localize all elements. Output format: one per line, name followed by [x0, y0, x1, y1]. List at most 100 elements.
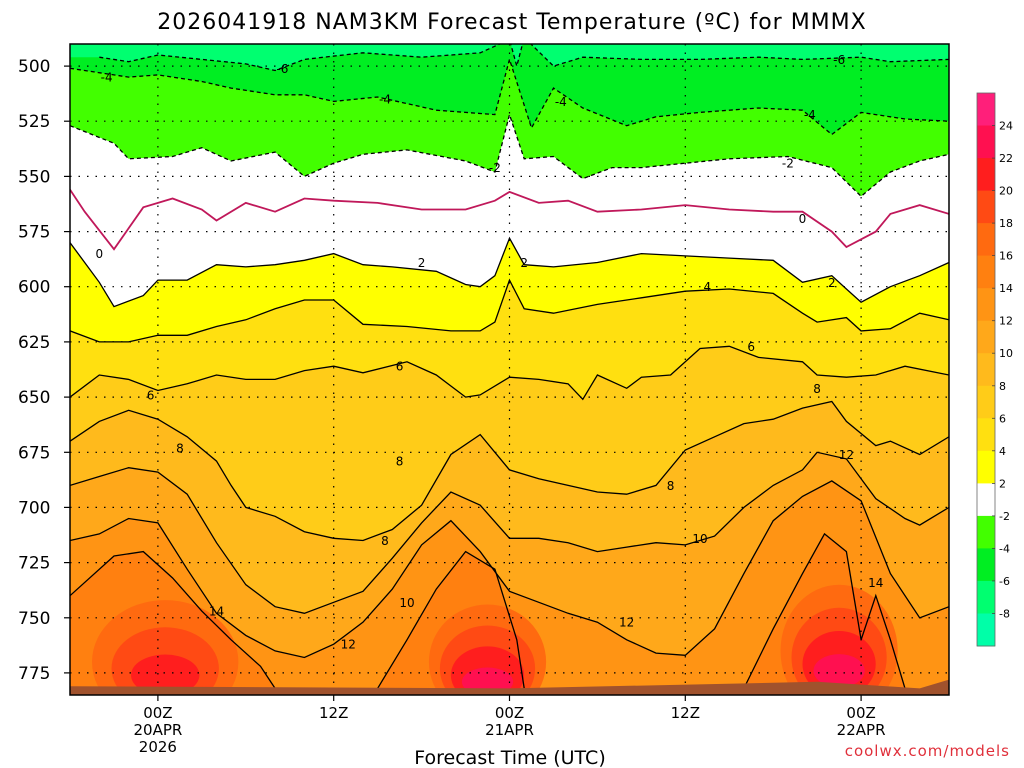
contour-label: 12 [341, 638, 356, 652]
contour-label: 8 [176, 441, 184, 455]
y-tick-label: 775 [18, 664, 50, 684]
x-tick-label: 00Z [495, 704, 524, 722]
contour-label: -4 [379, 93, 391, 107]
contour-label: 2 [418, 256, 426, 270]
x-tick-label: 20APR [133, 721, 182, 739]
colorbar-label: 22 [999, 152, 1013, 165]
contour-label: -2 [489, 161, 501, 175]
y-tick-label: 625 [18, 333, 50, 353]
colorbar-swatch [977, 385, 995, 419]
contour-label: 2 [520, 256, 528, 270]
contour-label: 8 [396, 455, 404, 469]
y-tick-label: 700 [18, 498, 50, 518]
contour-lines [70, 44, 949, 689]
colorbar-legend: 24 22 20 18 16 14 12 10 8 6 4 2 -2 -4 -6 -8 [976, 92, 1013, 647]
x-axis-title: Forecast Time (UTC) [414, 747, 605, 768]
contour-label: -4 [101, 71, 113, 85]
contour-label: -4 [555, 95, 567, 109]
y-axis-pressure: 500 525 550 575 600 625 650 675 700 725 750 775 [18, 57, 70, 684]
y-tick-label: 725 [18, 554, 50, 574]
warm-core-fill-22 [813, 654, 865, 688]
x-tick-label: 21APR [485, 721, 534, 739]
contour-line-12 [70, 480, 949, 659]
contour-label: -6 [276, 62, 288, 76]
colorbar-label: 8 [999, 380, 1006, 393]
contour-line-14 [743, 532, 906, 689]
colorbar-frame [976, 92, 996, 647]
x-tick-label: 12Z [671, 704, 700, 722]
colorbar-swatch [977, 288, 995, 322]
x-tick-label: 00Z [846, 704, 875, 722]
colorbar-swatch [977, 158, 995, 192]
contour-line--6 [99, 44, 949, 72]
contour-line-10 [70, 451, 949, 614]
surface-ground [70, 679, 949, 695]
contour-label: 6 [747, 340, 755, 354]
colorbar-swatch [977, 255, 995, 289]
contour-line-14 [70, 550, 276, 689]
colorbar-swatch [977, 515, 995, 549]
colorbar-swatch [977, 93, 995, 126]
colorbar-swatch [977, 613, 995, 647]
colorbar-label: -4 [999, 542, 1010, 555]
contour-label: 10 [399, 596, 414, 610]
contour-line-2 [70, 236, 949, 308]
y-tick-label: 500 [18, 57, 50, 77]
colorbar-label: 18 [999, 217, 1013, 230]
colorbar-label: 12 [999, 315, 1013, 328]
colorbar-label: 6 [999, 412, 1006, 425]
colorbar-label: 16 [999, 250, 1013, 263]
temperature-fill-field [70, 44, 949, 695]
colorbar-swatch [977, 418, 995, 452]
colorbar-swatch [977, 353, 995, 387]
contour-label: 8 [667, 479, 675, 493]
colorbar-label: 20 [999, 185, 1013, 198]
x-tick-label: 22APR [837, 721, 886, 739]
colorbar-swatch [977, 450, 995, 484]
contour-label: 0 [95, 247, 103, 261]
colorbar-label: -8 [999, 608, 1010, 621]
contour-label: 10 [692, 532, 707, 546]
colorbar-label: 4 [999, 445, 1006, 458]
warm-core-fill-22 [461, 667, 514, 695]
contour-label: 14 [209, 605, 224, 619]
y-tick-label: 525 [18, 112, 50, 132]
colorbar-swatch [977, 580, 995, 614]
surface-ground-fill [70, 679, 949, 695]
colorbar-label: -6 [999, 575, 1010, 588]
contour-label: 4 [703, 280, 711, 294]
contour-label: 8 [813, 382, 821, 396]
colorbar-label: 24 [999, 120, 1013, 133]
colorbar-label: -2 [999, 510, 1010, 523]
contour-label: 12 [619, 616, 634, 630]
contour-label: 6 [147, 388, 155, 402]
y-tick-label: 675 [18, 443, 50, 463]
y-tick-label: 575 [18, 223, 50, 243]
x-tick-label: 2026 [139, 738, 177, 756]
contour-line-8 [70, 400, 949, 542]
contour-line-4 [70, 278, 949, 343]
colorbar-label: 2 [999, 477, 1006, 490]
contour-label: -6 [833, 53, 845, 67]
colorbar-swatch [977, 548, 995, 582]
site-credit: coolwx.com/models [845, 742, 1010, 760]
contour-line--4 [70, 57, 949, 136]
contour-label: 14 [868, 576, 883, 590]
contour-labels: -4 -6 -4 -4 -6 -4 -2 -2 0 0 2 2 2 4 6 6 6 8 8 8 8 8 10 10 12 12 12… [95, 53, 883, 652]
contour-line-14 [377, 550, 525, 689]
contour-line-6 [70, 345, 949, 401]
colorbar-label: 14 [999, 282, 1013, 295]
y-tick-label: 550 [18, 167, 50, 187]
y-tick-label: 650 [18, 388, 50, 408]
contour-label: 8 [381, 534, 389, 548]
x-tick-label: 00Z [143, 704, 172, 722]
colorbar-swatch [977, 125, 995, 159]
colorbar-swatch [977, 320, 995, 354]
chart-title: 2026041918 NAM3KM Forecast Temperature (… [157, 10, 866, 35]
colorbar-swatch [977, 483, 995, 517]
contour-label: -2 [782, 157, 794, 171]
contour-label: 2 [828, 276, 836, 290]
contour-line-0 [70, 189, 949, 251]
